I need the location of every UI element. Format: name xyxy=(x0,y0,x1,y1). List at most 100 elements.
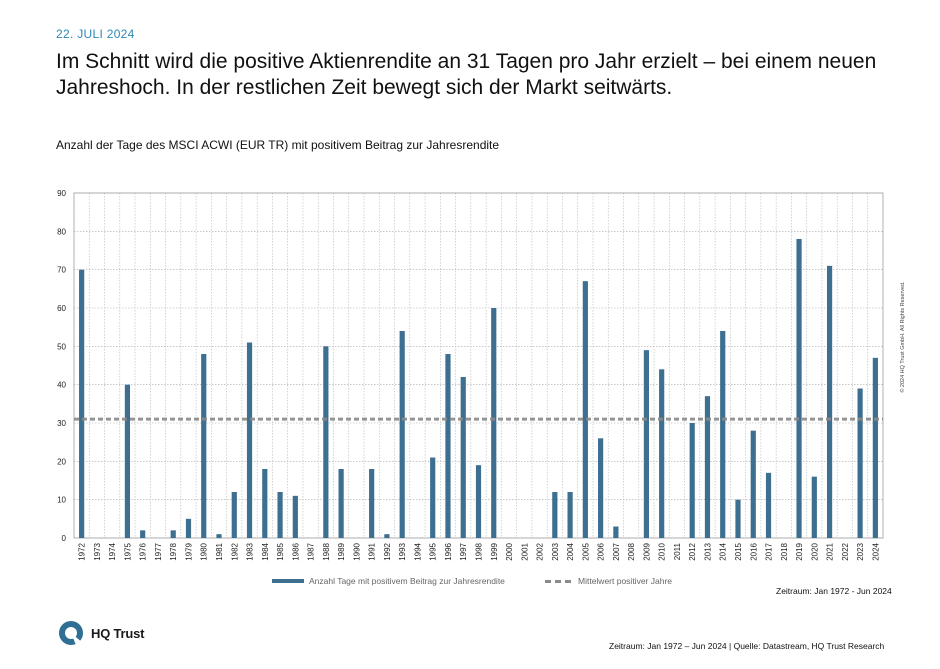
x-tick-label: 2009 xyxy=(642,542,651,560)
hq-trust-logo: HQ Trust xyxy=(59,621,144,645)
x-tick-label: 1988 xyxy=(322,542,331,560)
bar-2020 xyxy=(811,476,817,538)
x-tick-label: 1975 xyxy=(123,542,132,560)
x-tick-label: 1986 xyxy=(291,542,300,560)
bar-1980 xyxy=(201,354,207,538)
bar-1979 xyxy=(185,518,192,538)
x-tick-label: 2017 xyxy=(765,542,774,560)
legend-bar-label: Anzahl Tage mit positivem Beitrag zur Ja… xyxy=(309,576,505,586)
x-tick-label: 2004 xyxy=(566,542,575,560)
bar-1988 xyxy=(323,346,329,538)
x-tick-label: 1985 xyxy=(276,542,285,560)
x-tick-label: 1996 xyxy=(444,542,453,560)
bar-2009 xyxy=(643,350,650,538)
bar-1992 xyxy=(384,534,390,538)
bar-2013 xyxy=(704,396,711,538)
bar-2012 xyxy=(689,423,695,538)
x-tick-label: 1991 xyxy=(368,542,377,560)
x-tick-label: 1981 xyxy=(215,542,224,560)
bar-1978 xyxy=(170,530,176,538)
x-tick-label: 2015 xyxy=(734,542,743,560)
x-tick-label: 2003 xyxy=(551,542,560,560)
x-tick-label: 1994 xyxy=(413,542,422,560)
y-tick-label: 90 xyxy=(57,189,66,198)
bar-1993 xyxy=(399,331,405,538)
x-tick-label: 2016 xyxy=(749,542,758,560)
bar-2014 xyxy=(720,331,726,538)
x-tick-label: 1993 xyxy=(398,542,407,560)
brand-name: HQ Trust xyxy=(91,625,145,641)
x-tick-label: 2019 xyxy=(795,542,804,560)
x-tick-label: 2008 xyxy=(627,542,636,560)
x-tick-label: 1992 xyxy=(383,542,392,560)
bar-1976 xyxy=(140,530,146,538)
x-tick-label: 2011 xyxy=(673,542,682,560)
bar-1989 xyxy=(338,469,344,538)
headline: Im Schnitt wird die positive Aktienrendi… xyxy=(56,50,877,99)
x-tick-label: 2013 xyxy=(703,542,712,560)
bar-2021 xyxy=(826,265,833,538)
x-tick-label: 1997 xyxy=(459,542,468,560)
y-tick-label: 80 xyxy=(57,227,66,236)
x-tick-label: 1982 xyxy=(230,542,239,560)
source-footer: Zeitraum: Jan 1972 – Jun 2024 | Quelle: … xyxy=(609,641,885,651)
bar-1981 xyxy=(216,534,222,538)
y-tick-label: 70 xyxy=(57,266,66,275)
bar-1985 xyxy=(277,492,283,538)
bar-2007 xyxy=(613,526,619,538)
x-tick-label: 1972 xyxy=(78,542,87,560)
bar-2019 xyxy=(796,239,802,538)
x-tick-label: 1976 xyxy=(139,542,148,560)
copyright-note: © 2024 HQ Trust GmbH. All Rights Reserve… xyxy=(900,281,906,393)
x-tick-label: 1989 xyxy=(337,542,346,560)
bar-2006 xyxy=(598,438,604,538)
x-tick-label: 2010 xyxy=(658,542,667,560)
hq-trust-logo-icon xyxy=(59,621,83,645)
bar-1975 xyxy=(124,384,131,538)
bar-2010 xyxy=(659,369,665,538)
legend-mean-swatch xyxy=(545,579,571,583)
y-tick-label: 20 xyxy=(57,457,66,466)
x-tick-label: 2005 xyxy=(581,542,590,560)
x-tick-label: 1987 xyxy=(307,542,316,560)
y-tick-label: 60 xyxy=(57,304,66,313)
legend-item-mean: Mittelwert positiver Jahre xyxy=(545,576,672,586)
y-tick-label: 40 xyxy=(57,381,66,390)
bar-2005 xyxy=(582,281,588,538)
x-tick-label: 2002 xyxy=(536,542,545,560)
bar-2017 xyxy=(765,472,772,538)
bar-1997 xyxy=(460,377,466,538)
x-tick-label: 2021 xyxy=(826,542,835,560)
bar-2016 xyxy=(750,430,756,538)
x-tick-label: 1979 xyxy=(184,542,193,560)
x-tick-label: 2000 xyxy=(505,542,514,560)
bar-1996 xyxy=(445,354,451,538)
bar-2015 xyxy=(735,499,741,538)
x-tick-label: 2007 xyxy=(612,542,621,560)
report-date: 22. JULI 2024 xyxy=(56,27,135,41)
x-tick-label: 1973 xyxy=(93,542,102,560)
x-tick-label: 2022 xyxy=(841,542,850,560)
y-tick-label: 10 xyxy=(57,496,66,505)
x-tick-label: 1998 xyxy=(475,542,484,560)
y-tick-label: 50 xyxy=(57,342,66,351)
bar-1999 xyxy=(491,308,497,538)
bar-1995 xyxy=(430,457,436,538)
y-tick-label: 30 xyxy=(57,419,66,428)
x-tick-label: 2012 xyxy=(688,542,697,560)
x-tick-label: 2023 xyxy=(856,542,865,560)
y-tick-label: 0 xyxy=(62,534,67,543)
x-tick-label: 2024 xyxy=(871,542,880,560)
x-tick-label: 1990 xyxy=(352,542,361,560)
bar-1998 xyxy=(475,465,482,538)
bar-1986 xyxy=(292,495,298,538)
legend-mean-label: Mittelwert positiver Jahre xyxy=(578,576,673,586)
x-tick-label: 2001 xyxy=(520,542,529,560)
x-tick-label: 1984 xyxy=(261,542,270,560)
x-tick-label: 1995 xyxy=(429,542,438,560)
bar-2024 xyxy=(872,357,878,538)
bar-1983 xyxy=(246,342,253,538)
x-tick-label: 2020 xyxy=(810,542,819,560)
x-tick-label: 2006 xyxy=(597,542,606,560)
